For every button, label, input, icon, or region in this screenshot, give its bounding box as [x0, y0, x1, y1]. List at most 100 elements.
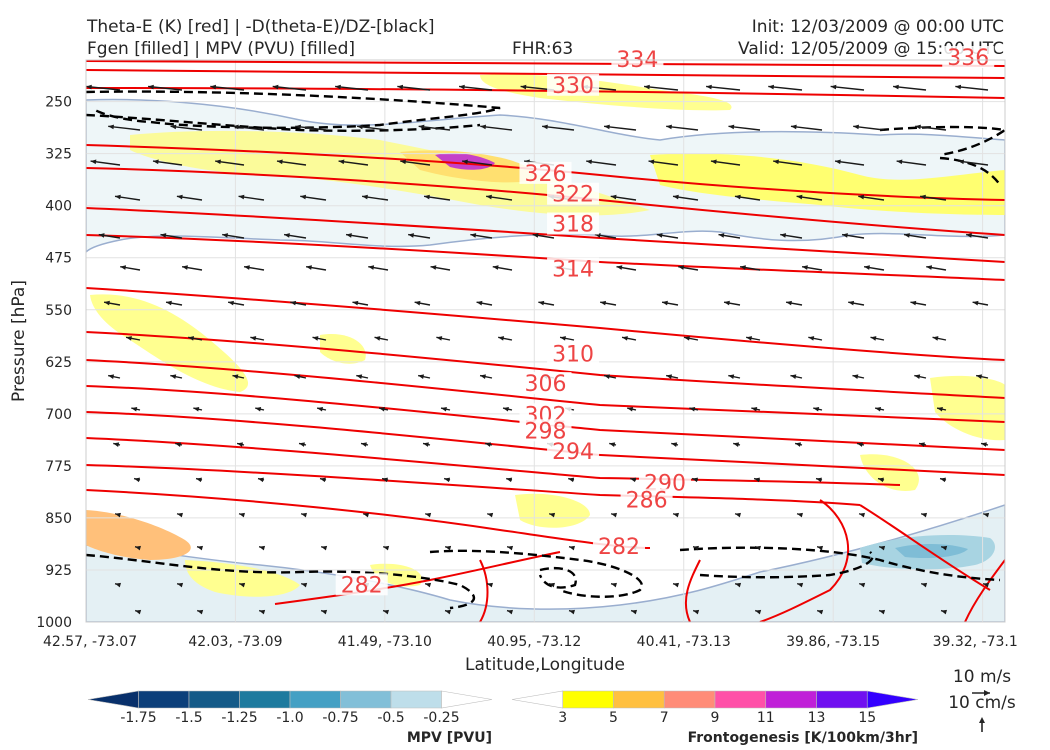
theta-e-line-290 [86, 437, 901, 486]
wind-arrowhead [237, 442, 243, 447]
wind-arrowhead [972, 300, 979, 306]
wind-arrowhead [610, 194, 617, 200]
wind-arrowhead [631, 609, 638, 615]
mpv-colorbar-tick-label: -1.25 [221, 710, 257, 726]
y-tick-label: 550 [45, 303, 72, 319]
wind-arrowhead [666, 124, 672, 130]
wind-arrowhead [321, 545, 328, 551]
wind-arrowhead [896, 159, 903, 165]
wind-arrowhead [487, 512, 494, 518]
wind-arrowhead [616, 265, 623, 270]
fgen-patch-10 [515, 493, 590, 528]
wind-arrowhead [958, 159, 965, 165]
wind-arrowhead [611, 582, 617, 588]
theta-e-label-bg [611, 48, 664, 71]
wind-arrowhead [673, 582, 679, 588]
wind-arrowhead [445, 609, 451, 615]
wind-arrowhead [290, 300, 297, 306]
wind-arrowhead [444, 477, 451, 483]
theta-e-label-bg [519, 372, 572, 395]
theta-e-line-330 [86, 87, 1005, 99]
theta-e-contours [86, 60, 1005, 622]
wind-arrowhead [790, 124, 797, 130]
wind-arrowhead [644, 84, 650, 90]
wind-arrowhead [301, 512, 307, 518]
wind-arrowhead [259, 609, 266, 615]
wind-arrowhead [459, 84, 465, 90]
stability-line-7 [679, 546, 1001, 582]
y-tick-label: 700 [45, 407, 72, 423]
fgen-patch-9 [860, 454, 919, 491]
wind-arrowhead [926, 265, 933, 270]
wind-arrowhead [135, 609, 142, 615]
wind-arrowhead [842, 233, 848, 238]
wind-arrowhead [423, 442, 429, 447]
x-tick-label: 41.49, -73.10 [338, 634, 432, 650]
wind-arrowhead [817, 545, 824, 551]
wind-arrowhead [228, 300, 234, 306]
wind-arrowhead [797, 512, 803, 518]
wind-arrowhead [503, 406, 509, 412]
wind-arrowhead [937, 406, 943, 412]
wind-arrowhead [627, 406, 634, 412]
wind-arrowhead [418, 124, 425, 130]
title-block: Theta-E (K) [red] | -D(theta-E)/DZ-[blac… [86, 17, 1004, 59]
fgen-colorbar-tick-label: 3 [558, 710, 567, 726]
wind-arrowhead [312, 336, 319, 341]
wind-arrowhead [90, 159, 97, 165]
wind-arrowhead [480, 124, 487, 130]
wind-arrowhead [197, 609, 204, 615]
wind-arrowhead [604, 124, 610, 130]
mpv-colorbar-swatch [289, 690, 341, 709]
theta-e-label-bg [942, 46, 995, 68]
wind-arrowhead [239, 582, 246, 588]
wind-arrowhead [569, 545, 575, 551]
wind-arrowhead [485, 442, 491, 447]
wind-arrowhead [609, 442, 616, 447]
wind-arrow [148, 85, 183, 91]
theta-e-label: 336 [947, 46, 989, 71]
x-axis-label: Latitude,Longitude [465, 655, 625, 675]
filled-contours [86, 74, 1005, 622]
mpv-colorbar-label: MPV [PVU] [407, 730, 492, 746]
wind-arrowhead [724, 300, 730, 306]
wind-arrowhead [955, 84, 962, 90]
wind-arrowhead [693, 545, 699, 551]
fgen-patch-11 [86, 510, 191, 560]
stability-line-5 [86, 553, 475, 610]
wind-arrowhead [981, 442, 987, 447]
plot-frame [85, 59, 1006, 623]
wind-arrowhead [317, 406, 324, 412]
wind-arrowhead [258, 477, 264, 483]
wind-arrowhead [126, 336, 132, 341]
wind-arrowhead [238, 194, 245, 200]
theta-e-label: 306 [525, 372, 567, 397]
wind-arrowhead [755, 545, 761, 551]
wind-arrowhead [813, 406, 820, 412]
wind-arrow [210, 85, 245, 91]
wind-arrowhead [549, 512, 556, 518]
x-tick-label: 42.03, -73.09 [188, 634, 282, 650]
wind-arrowhead [86, 84, 92, 90]
wind-arrowhead [148, 84, 154, 90]
title-line1: Theta-E (K) [red] | -D(theta-E)/DZ-[blac… [86, 17, 435, 37]
wind-arrowhead [470, 233, 477, 238]
theta-e-line-336 [86, 60, 1005, 67]
fgen-colorbar-tick-label: 11 [757, 710, 775, 726]
y-tick-label: 475 [45, 251, 72, 267]
mpv-colorbar-tick-label: -0.25 [423, 710, 459, 726]
x-tick-label: 40.41, -73.13 [637, 634, 731, 650]
quiver-key-horizontal-label: 10 m/s [953, 667, 1011, 687]
wind-arrowhead [498, 336, 505, 341]
mpv-colorbar-swatch [390, 690, 442, 709]
theta-e-line-298 [86, 385, 1005, 451]
wind-arrowhead [604, 374, 610, 379]
theta-e-label: 282 [341, 573, 383, 598]
wind-arrowhead [368, 265, 375, 270]
wind-arrowhead [424, 194, 430, 200]
x-tick-label: 40.95, -73.12 [487, 634, 581, 650]
wind-arrowhead [673, 512, 679, 518]
y-tick-label: 1000 [36, 615, 72, 631]
wind-arrowhead [542, 124, 548, 130]
wind-arrowhead [506, 477, 513, 483]
